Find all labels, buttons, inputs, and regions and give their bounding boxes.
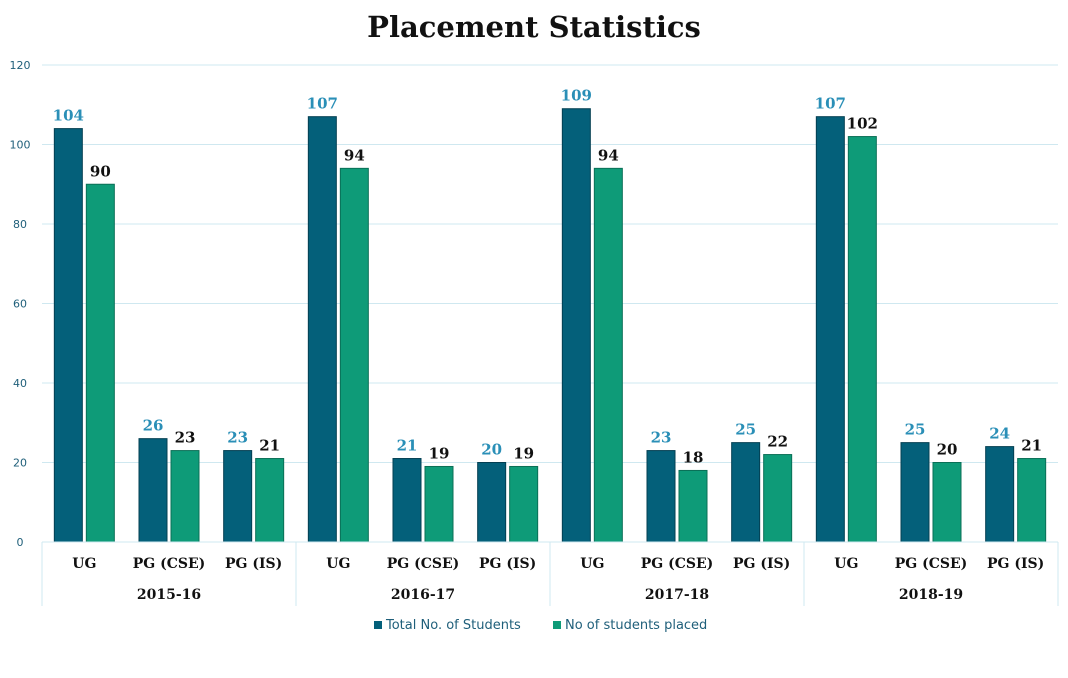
- bar-students-placed: [339, 167, 369, 543]
- bar-total-students: [307, 116, 337, 543]
- y-tick-label: 0: [17, 536, 24, 549]
- y-tick-label: 60: [13, 298, 27, 311]
- x-group-label: 2015-16: [137, 587, 201, 603]
- bar-students-placed: [593, 167, 623, 543]
- x-category-label: PG (CSE): [895, 556, 968, 572]
- legend-swatch-placed: [553, 621, 561, 629]
- legend-label-total: Total No. of Students: [385, 618, 521, 633]
- data-label-placed: 94: [344, 146, 365, 164]
- bar-students-placed: [255, 458, 285, 543]
- legend-label-placed: No of students placed: [565, 618, 707, 633]
- y-tick-label: 120: [10, 59, 31, 72]
- bar-students-placed: [932, 462, 962, 543]
- bar-total-students: [900, 442, 930, 543]
- bar-students-placed: [509, 465, 539, 543]
- x-group-label: 2017-18: [645, 587, 709, 603]
- bar-students-placed: [1017, 458, 1047, 543]
- x-category-label: PG (CSE): [387, 556, 460, 572]
- bar-total-students: [731, 442, 761, 543]
- x-category-label: PG (IS): [987, 556, 1044, 572]
- bar-total-students: [477, 462, 507, 543]
- data-label-total: 107: [307, 95, 338, 113]
- x-group-label: 2016-17: [391, 587, 455, 603]
- x-category-label: PG (IS): [733, 556, 790, 572]
- data-label-total: 23: [227, 429, 248, 447]
- x-category-label: UG: [326, 556, 350, 572]
- bar-total-students: [815, 116, 845, 543]
- chart-title: Placement Statistics: [367, 10, 701, 44]
- x-category-label: PG (IS): [479, 556, 536, 572]
- data-label-total: 109: [561, 87, 592, 105]
- bar-total-students: [223, 450, 253, 543]
- data-label-placed: 22: [767, 433, 788, 451]
- data-label-placed: 21: [259, 437, 280, 455]
- data-label-total: 20: [481, 441, 502, 459]
- data-label-total: 21: [397, 437, 418, 455]
- data-label-placed: 19: [513, 444, 534, 462]
- y-tick-label: 80: [13, 218, 27, 231]
- x-axis: UG PG (CSE) PG (IS) 2015-16 UG PG (CSE) PG (IS…: [41, 541, 1059, 606]
- x-group-label: 2018-19: [899, 587, 963, 603]
- bar-total-students: [138, 438, 168, 543]
- x-category-label: PG (CSE): [641, 556, 714, 572]
- x-category-label: PG (CSE): [133, 556, 206, 572]
- labels-layer: 104 90 26 23 23 21 107 94 21 19 20 19 109 94 23 18 25 22 1…: [53, 87, 1042, 467]
- bar-total-students: [53, 128, 83, 543]
- legend-swatch-total: [374, 621, 382, 629]
- bar-students-placed: [763, 454, 793, 543]
- data-label-total: 25: [905, 421, 926, 439]
- data-label-total: 104: [53, 107, 84, 125]
- data-label-total: 107: [815, 95, 846, 113]
- data-label-total: 25: [735, 421, 756, 439]
- y-tick-label: 40: [13, 377, 27, 390]
- bar-total-students: [561, 108, 591, 543]
- bar-students-placed: [424, 465, 454, 543]
- data-label-total: 23: [651, 429, 672, 447]
- data-label-placed: 19: [429, 444, 450, 462]
- bar-total-students: [392, 458, 422, 543]
- x-category-label: UG: [580, 556, 604, 572]
- data-label-placed: 23: [175, 429, 196, 447]
- data-label-placed: 21: [1021, 437, 1042, 455]
- y-tick-label: 20: [13, 457, 27, 470]
- x-category-label: UG: [72, 556, 96, 572]
- data-label-total: 24: [989, 425, 1010, 443]
- bar-students-placed: [678, 469, 708, 543]
- bar-total-students: [646, 450, 676, 543]
- bar-students-placed: [85, 183, 115, 543]
- bar-students-placed: [170, 450, 200, 543]
- data-label-total: 26: [143, 417, 164, 435]
- bar-students-placed: [847, 136, 877, 543]
- data-label-placed: 102: [847, 115, 878, 133]
- legend: Total No. of Students No of students plac…: [374, 618, 707, 633]
- data-label-placed: 20: [937, 441, 958, 459]
- x-category-label: UG: [834, 556, 858, 572]
- y-tick-label: 100: [10, 139, 31, 152]
- data-label-placed: 94: [598, 146, 619, 164]
- data-label-placed: 18: [683, 448, 704, 466]
- bars-layer: [53, 108, 1047, 543]
- data-label-placed: 90: [90, 162, 111, 180]
- bar-total-students: [985, 446, 1015, 543]
- grid-layer: 0 20 40 60 80 100 120: [10, 59, 1058, 549]
- x-category-label: PG (IS): [225, 556, 282, 572]
